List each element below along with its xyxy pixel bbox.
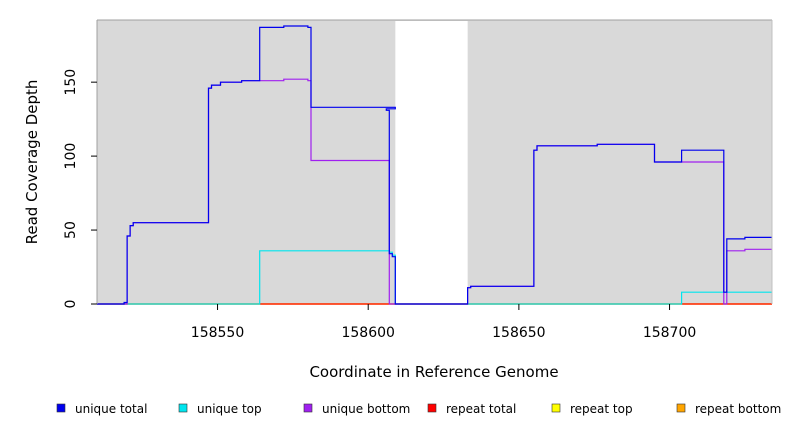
legend-label: repeat total	[446, 402, 516, 416]
x-axis: 158550 158600 158650 158700	[191, 304, 696, 341]
gap-rect	[395, 21, 468, 304]
legend-label: unique top	[197, 402, 262, 416]
legend-item: repeat top	[551, 402, 633, 416]
legend-item: repeat bottom	[676, 402, 781, 416]
y-axis-title: Read Coverage Depth	[23, 80, 41, 245]
legend-swatch	[427, 403, 437, 413]
legend-item: unique top	[178, 402, 262, 416]
legend-swatch	[178, 403, 188, 413]
legend-label: unique total	[75, 402, 147, 416]
plot-frame	[96, 19, 773, 304]
legend-swatch	[551, 403, 561, 413]
gap-region	[395, 21, 468, 304]
y-tick-label: 0	[63, 300, 79, 309]
legend-label: repeat bottom	[695, 402, 781, 416]
legend-swatch	[676, 403, 686, 413]
y-tick-label: 100	[63, 143, 79, 170]
legend-label: unique bottom	[322, 402, 410, 416]
series-line-unique-total	[97, 25, 772, 305]
x-axis-title: Coordinate in Reference Genome	[309, 363, 558, 381]
y-axis: 0 50 100 150	[63, 69, 97, 309]
legend-item: unique bottom	[303, 402, 410, 416]
x-tick-label: 158700	[643, 325, 696, 341]
legend-label: repeat top	[570, 402, 633, 416]
legend: unique total unique top unique bottom repea…	[56, 402, 781, 416]
legend-item: repeat total	[427, 402, 516, 416]
series-layer	[97, 25, 772, 305]
y-tick-label: 50	[63, 221, 79, 239]
legend-swatch	[303, 403, 313, 413]
y-tick-label: 150	[63, 69, 79, 96]
x-tick-label: 158550	[191, 325, 244, 341]
legend-swatch	[56, 403, 66, 413]
legend-item: unique total	[56, 402, 147, 416]
x-tick-label: 158650	[492, 325, 545, 341]
x-tick-label: 158600	[341, 325, 394, 341]
